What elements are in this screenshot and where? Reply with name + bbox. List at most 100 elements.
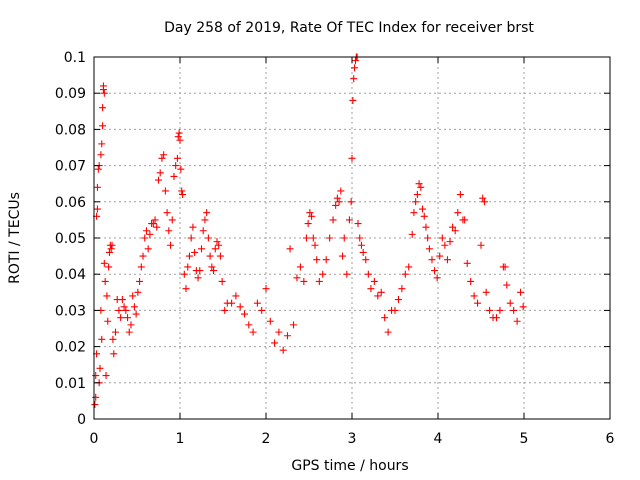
data-point — [405, 263, 413, 271]
data-point — [351, 64, 359, 72]
y-tick-label: 0.06 — [55, 195, 86, 211]
data-point — [105, 248, 113, 256]
y-tick-label: 0.02 — [55, 340, 86, 356]
data-point — [180, 270, 188, 278]
data-point — [182, 285, 190, 293]
data-point — [167, 241, 175, 249]
x-axis-ticks: 0 1 2 3 4 5 6 — [90, 57, 615, 447]
data-point — [513, 317, 521, 325]
data-point — [332, 201, 340, 209]
data-point — [293, 274, 301, 282]
data-point — [431, 267, 439, 275]
data-point — [290, 321, 298, 329]
data-point — [441, 241, 449, 249]
data-point — [296, 263, 304, 271]
data-point — [477, 241, 485, 249]
data-point — [112, 328, 119, 336]
data-point — [176, 136, 184, 144]
x-axis-label: GPS time / hours — [291, 458, 408, 474]
data-point — [97, 151, 105, 159]
data-point — [329, 216, 337, 224]
data-point — [422, 223, 430, 231]
data-point — [196, 267, 204, 275]
data-point — [103, 292, 111, 300]
data-point — [173, 154, 181, 162]
data-point — [425, 245, 433, 253]
data-point — [199, 227, 207, 235]
data-point — [412, 198, 420, 206]
data-point — [249, 328, 257, 336]
data-point — [232, 292, 240, 300]
data-point — [213, 238, 221, 246]
data-point — [161, 187, 169, 195]
data-point — [210, 267, 218, 275]
data-point — [456, 191, 464, 199]
data-point — [92, 393, 100, 401]
data-point — [201, 216, 209, 224]
data-point — [308, 212, 316, 220]
data-point — [492, 314, 500, 322]
data-point — [110, 350, 118, 358]
data-point — [175, 129, 183, 137]
x-tick-label: 1 — [176, 431, 185, 447]
data-point — [349, 96, 357, 104]
data-point — [153, 223, 161, 231]
data-point — [151, 216, 159, 224]
data-point — [99, 82, 107, 90]
data-point — [168, 216, 176, 224]
data-point — [354, 220, 362, 228]
data-point — [482, 288, 490, 296]
data-point — [279, 346, 287, 354]
data-point — [370, 277, 378, 285]
data-point — [156, 169, 164, 177]
data-point — [357, 241, 365, 249]
data-point — [391, 306, 399, 314]
data-point — [326, 234, 334, 242]
data-point — [446, 238, 454, 246]
data-point — [163, 209, 171, 217]
y-axis-ticks: 0 0.01 0.02 0.03 0.04 0.05 0.06 0.07 0.08 0.09 0.1 — [55, 50, 610, 428]
data-point — [136, 277, 144, 285]
data-point — [271, 339, 279, 347]
data-point — [189, 223, 197, 231]
data-point — [165, 227, 173, 235]
x-tick-label: 4 — [434, 431, 443, 447]
data-point — [384, 328, 392, 336]
x-tick-label: 3 — [348, 431, 357, 447]
data-point — [203, 209, 211, 217]
data-point — [258, 306, 266, 314]
data-point — [129, 292, 137, 300]
data-point — [100, 259, 108, 267]
data-point — [517, 288, 525, 296]
data-point — [480, 198, 488, 206]
data-point — [137, 263, 145, 271]
data-point — [374, 292, 382, 300]
data-point — [377, 288, 385, 296]
data-point — [351, 57, 359, 65]
data-point — [93, 183, 101, 191]
y-tick-label: 0.03 — [55, 303, 86, 319]
data-point — [410, 209, 418, 217]
data-point — [319, 270, 327, 278]
data-point — [266, 317, 274, 325]
data-point — [93, 205, 101, 213]
data-point — [185, 252, 193, 260]
data-point — [102, 372, 110, 380]
data-point — [174, 133, 182, 141]
data-point — [309, 234, 317, 242]
data-point — [160, 151, 168, 159]
data-point — [401, 270, 409, 278]
x-tick-label: 5 — [520, 431, 529, 447]
data-point — [172, 162, 180, 170]
data-point — [356, 234, 364, 242]
data-point — [245, 321, 253, 329]
data-point — [479, 194, 487, 202]
data-point — [284, 332, 291, 340]
data-point — [424, 234, 432, 242]
data-point — [108, 241, 116, 249]
data-point — [105, 263, 113, 271]
data-point — [519, 303, 527, 311]
data-point — [206, 252, 214, 260]
data-point — [286, 245, 294, 253]
data-point — [98, 140, 106, 148]
